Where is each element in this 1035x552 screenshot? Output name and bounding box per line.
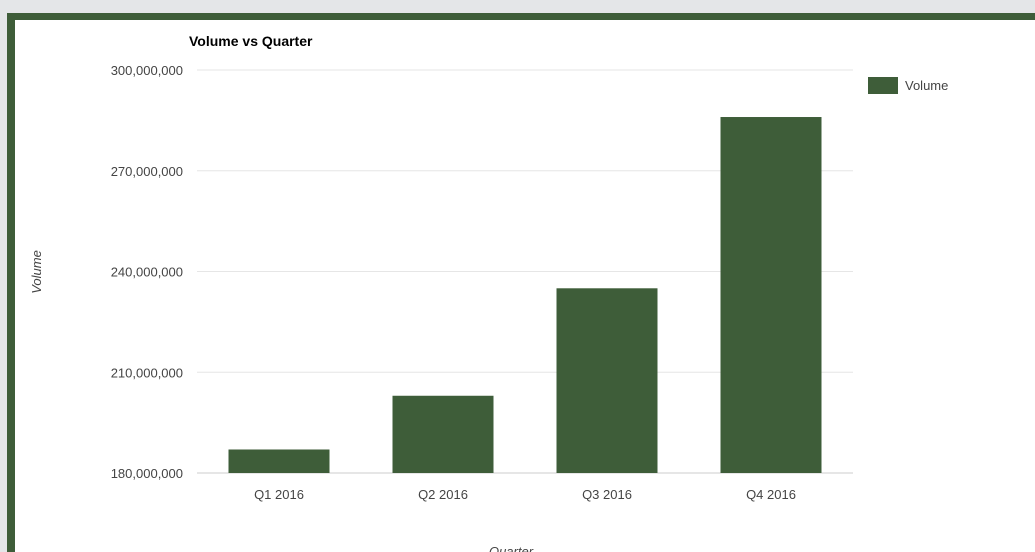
x-tick-labels: Q1 2016 Q2 2016 Q3 2016 Q4 2016: [254, 487, 796, 502]
legend-swatch: [868, 77, 898, 94]
bars: [228, 117, 822, 474]
y-axis-title: Volume: [29, 250, 44, 294]
x-axis-title: Quarter: [489, 544, 534, 552]
bar-chart: 180,000,000 210,000,000 240,000,000 270,000…: [29, 33, 948, 552]
bar[interactable]: [228, 449, 330, 473]
x-tick-label: Q2 2016: [418, 487, 468, 502]
x-tick-label: Q1 2016: [254, 487, 304, 502]
y-tick-label: 180,000,000: [111, 466, 183, 481]
bar[interactable]: [556, 288, 658, 473]
chart-title: Volume vs Quarter: [189, 33, 313, 49]
legend-label: Volume: [905, 78, 948, 93]
bar[interactable]: [392, 395, 494, 473]
y-tick-labels: 180,000,000 210,000,000 240,000,000 270,000…: [111, 63, 183, 481]
chart-frame: 180,000,000 210,000,000 240,000,000 270,000…: [7, 13, 1035, 552]
bar[interactable]: [720, 117, 822, 474]
x-tick-label: Q4 2016: [746, 487, 796, 502]
y-tick-label: 270,000,000: [111, 164, 183, 179]
legend: Volume: [868, 77, 948, 94]
x-tick-label: Q3 2016: [582, 487, 632, 502]
y-tick-label: 210,000,000: [111, 365, 183, 380]
y-tick-label: 240,000,000: [111, 265, 183, 280]
y-tick-label: 300,000,000: [111, 63, 183, 78]
chart-panel: 180,000,000 210,000,000 240,000,000 270,000…: [15, 20, 1035, 552]
